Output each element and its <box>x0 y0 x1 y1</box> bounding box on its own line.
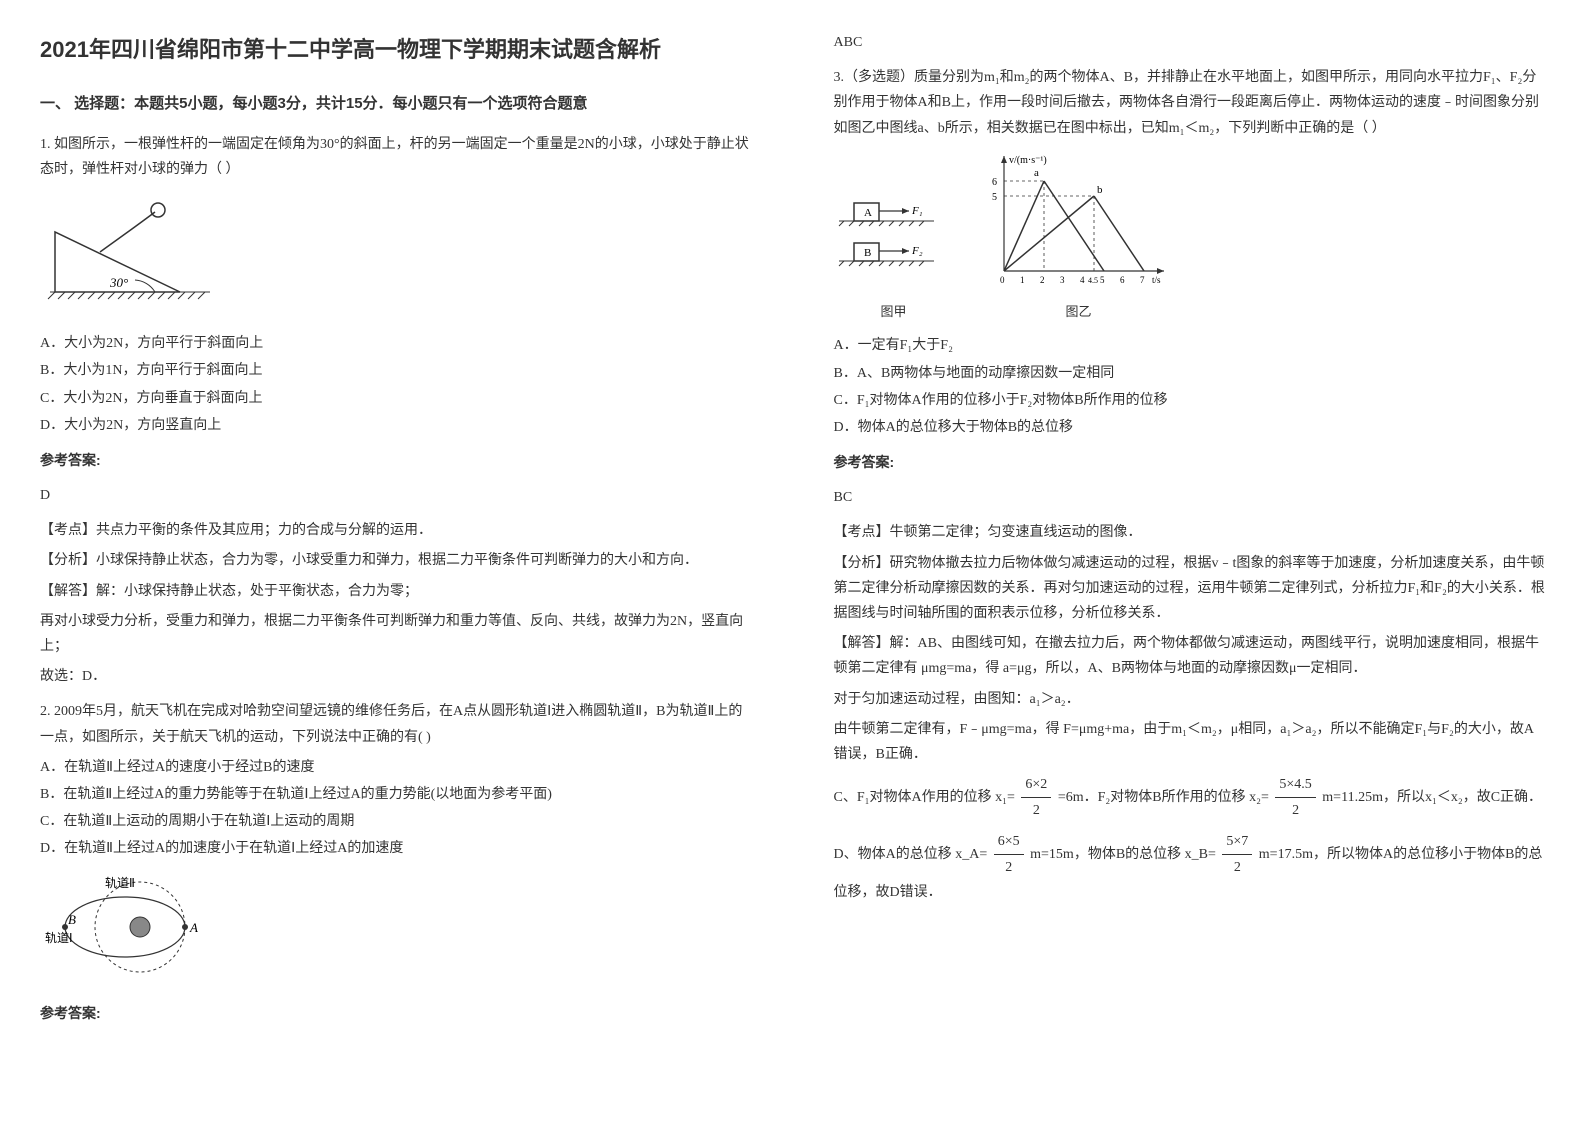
svg-text:5: 5 <box>1100 275 1105 285</box>
q2-orbit1-label: 轨道Ⅰ <box>45 931 73 945</box>
svg-text:4: 4 <box>1080 275 1085 285</box>
v-axis-label: v/(m·s⁻¹) <box>1009 155 1047 166</box>
svg-text:0: 0 <box>1000 275 1005 285</box>
q1-analysis-3: 再对小球受力分析，受重力和弹力，根据二力平衡条件可判断弹力和重力等值、反向、共线… <box>40 609 754 659</box>
q3-a5-end: m=11.25m，所以x₁＜x₂，故C正确． <box>1322 790 1542 805</box>
fig-jia-label: 图甲 <box>834 300 954 323</box>
q1-analysis-4: 故选：D． <box>40 664 754 689</box>
fraction-1: 6×2 2 <box>1021 772 1051 823</box>
q3-analysis-6: D、物体A的总位移 x_A= 6×5 2 m=15m，物体B的总位移 x_B= … <box>834 829 1548 906</box>
svg-text:1: 1 <box>1020 275 1025 285</box>
q3-answer-label: 参考答案: <box>834 450 1548 475</box>
section-1-header: 一、 选择题：本题共5小题，每小题3分，共计15分．每小题只有一个选项符合题意 <box>40 90 754 117</box>
line-b-label: b <box>1097 184 1103 196</box>
q3-analysis-1: 【分析】研究物体撤去拉力后物体做匀减速运动的过程，根据v﹣t图象的斜率等于加速度… <box>834 551 1548 627</box>
svg-text:3: 3 <box>1060 275 1065 285</box>
svg-text:5: 5 <box>992 192 997 203</box>
f2-label: F₂ <box>911 245 923 257</box>
svg-text:A: A <box>864 207 872 219</box>
question-2: 2. 2009年5月，航天飞机在完成对哈勃空间望远镜的维修任务后，在A点从圆形轨… <box>40 699 754 1026</box>
q3-option-c: C．F₁对物体A作用的位移小于F₂对物体B所作用的位移 <box>834 388 1548 413</box>
q1-option-b: B．大小为1N，方向平行于斜面向上 <box>40 358 754 383</box>
q3-a6-pre: D、物体A的总位移 x_A= <box>834 846 988 861</box>
q3-a5-pre: C、F₁对物体A作用的位移 x₁= <box>834 790 1015 805</box>
q2-answer-label: 参考答案: <box>40 1001 754 1026</box>
q2-point-b: B <box>68 912 76 927</box>
q1-option-c: C．大小为2N，方向垂直于斜面向上 <box>40 386 754 411</box>
f1-label: F₁ <box>911 205 923 217</box>
fig-yi-label: 图乙 <box>984 300 1174 323</box>
q2-orbit2-label: 轨道Ⅱ <box>105 876 135 890</box>
q2-diagram: A B 轨道Ⅰ 轨道Ⅱ <box>40 872 754 991</box>
question-1: 1. 如图所示，一根弹性杆的一端固定在倾角为30°的斜面上，杆的另一端固定一个重… <box>40 132 754 690</box>
q3-a6-mid: m=15m，物体B的总位移 x_B= <box>1030 846 1216 861</box>
q1-analysis-2: 【解答】解：小球保持静止状态，处于平衡状态，合力为零； <box>40 579 754 604</box>
svg-text:6: 6 <box>992 177 997 188</box>
q3-analysis-2: 【解答】解：AB、由图线可知，在撤去拉力后，两个物体都做匀减速运动，两图线平行，… <box>834 631 1548 681</box>
q3-option-d: D．物体A的总位移大于物体B的总位移 <box>834 415 1548 440</box>
q1-option-d: D．大小为2N，方向竖直向上 <box>40 413 754 438</box>
svg-text:4.5: 4.5 <box>1088 276 1098 285</box>
fraction-3: 6×5 2 <box>994 829 1024 880</box>
q2-text: 2. 2009年5月，航天飞机在完成对哈勃空间望远镜的维修任务后，在A点从圆形轨… <box>40 699 754 749</box>
q2-option-c: C．在轨道Ⅱ上运动的周期小于在轨道Ⅰ上运动的周期 <box>40 809 754 834</box>
fraction-2: 5×4.5 2 <box>1275 772 1315 823</box>
q1-diagram: 30° <box>40 192 754 321</box>
q1-text: 1. 如图所示，一根弹性杆的一端固定在倾角为30°的斜面上，杆的另一端固定一个重… <box>40 132 754 182</box>
svg-text:2: 2 <box>1040 275 1045 285</box>
q1-analysis-1: 【分析】小球保持静止状态，合力为零，小球受重力和弹力，根据二力平衡条件可判断弹力… <box>40 548 754 573</box>
svg-text:6: 6 <box>1120 275 1125 285</box>
q1-option-a: A．大小为2N，方向平行于斜面向上 <box>40 331 754 356</box>
question-3: 3.（多选题）质量分别为m₁和m₂的两个物体A、B，并排静止在水平地面上，如图甲… <box>834 65 1548 905</box>
q3-point: 【考点】牛顿第二定律；匀变速直线运动的图像． <box>834 520 1548 545</box>
document-title: 2021年四川省绵阳市第十二中学高一物理下学期期末试题含解析 <box>40 30 754 70</box>
q3-analysis-5: C、F₁对物体A作用的位移 x₁= 6×2 2 =6m．F₂对物体B所作用的位移… <box>834 772 1548 823</box>
q3-option-b: B．A、B两物体与地面的动摩擦因数一定相同 <box>834 361 1548 386</box>
q1-answer-label: 参考答案: <box>40 448 754 473</box>
left-column: 2021年四川省绵阳市第十二中学高一物理下学期期末试题含解析 一、 选择题：本题… <box>0 0 794 1122</box>
svg-text:B: B <box>864 247 871 259</box>
q1-point: 【考点】共点力平衡的条件及其应用；力的合成与分解的运用． <box>40 518 754 543</box>
svg-text:t/s: t/s <box>1152 275 1161 285</box>
right-column: ABC 3.（多选题）质量分别为m₁和m₂的两个物体A、B，并排静止在水平地面上… <box>794 0 1587 1122</box>
line-a-label: a <box>1034 167 1039 179</box>
q2-option-b: B．在轨道Ⅱ上经过A的重力势能等于在轨道Ⅰ上经过A的重力势能(以地面为参考平面) <box>40 782 754 807</box>
angle-label: 30° <box>109 275 128 290</box>
q3-diagram: F₁ A F₂ B 图 <box>834 151 1548 324</box>
q2-answer: ABC <box>834 30 1548 55</box>
q3-option-a: A．一定有F₁大于F₂ <box>834 333 1548 358</box>
q3-analysis-3: 对于匀加速运动过程，由图知：a₁＞a₂． <box>834 687 1548 712</box>
q3-answer: BC <box>834 485 1548 510</box>
svg-text:7: 7 <box>1140 275 1145 285</box>
fraction-4: 5×7 2 <box>1222 829 1252 880</box>
q3-text: 3.（多选题）质量分别为m₁和m₂的两个物体A、B，并排静止在水平地面上，如图甲… <box>834 65 1548 141</box>
q3-a5-mid: =6m．F₂对物体B所作用的位移 x₂= <box>1058 790 1269 805</box>
q2-option-d: D．在轨道Ⅱ上经过A的加速度小于在轨道Ⅰ上经过A的加速度 <box>40 836 754 861</box>
q3-analysis-4: 由牛顿第二定律有，F﹣μmg=ma，得 F=μmg+ma，由于m₁＜m₂，μ相同… <box>834 717 1548 767</box>
q2-option-a: A．在轨道Ⅱ上经过A的速度小于经过B的速度 <box>40 755 754 780</box>
q2-point-a: A <box>189 920 198 935</box>
q1-answer: D <box>40 483 754 508</box>
